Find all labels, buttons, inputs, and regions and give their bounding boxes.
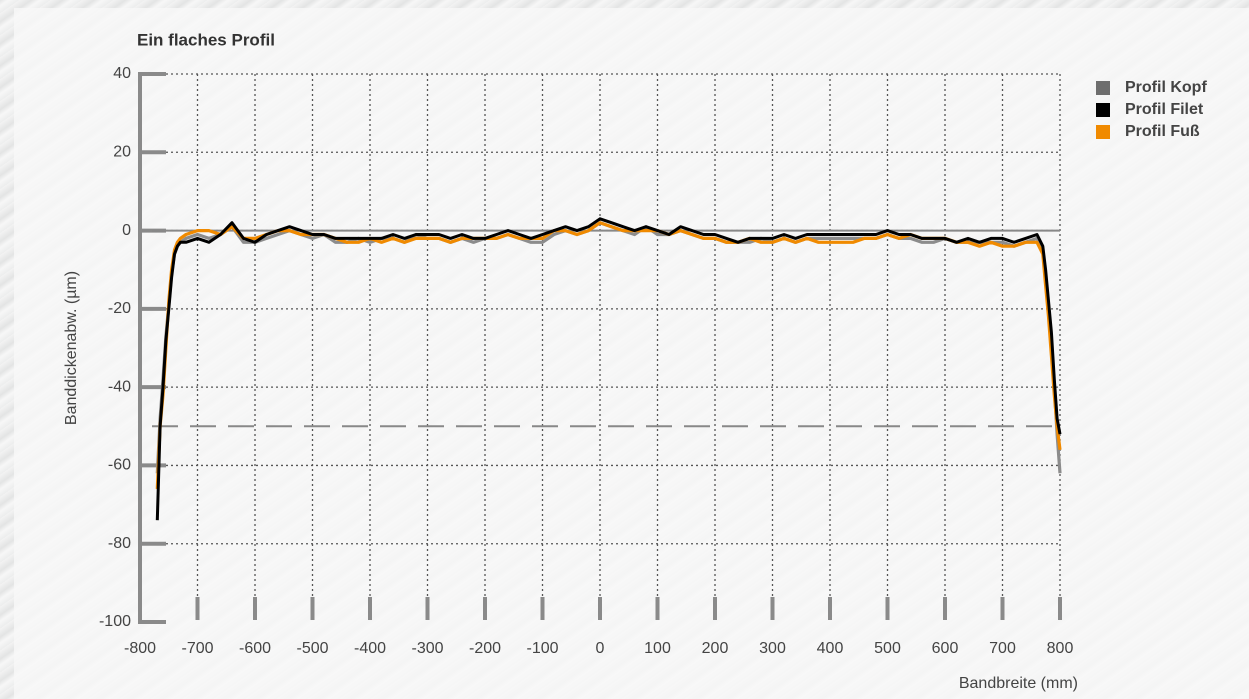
x-tick-label: 100 (644, 640, 671, 657)
line-series (157, 223, 1060, 489)
y-tick-label: 20 (113, 144, 131, 161)
y-tick-label: -20 (108, 300, 131, 317)
y-tick-label: 40 (113, 65, 131, 82)
x-tick-label: 300 (759, 640, 786, 657)
legend-label: Profil Filet (1125, 101, 1204, 118)
line-series (157, 219, 1060, 520)
x-tick-label: 200 (702, 640, 729, 657)
y-tick-label: -80 (108, 535, 131, 552)
x-tick-label: 0 (596, 640, 605, 657)
y-tick-label: -60 (108, 457, 131, 474)
chart-title: Ein flaches Profil (137, 30, 275, 49)
x-tick-label: 500 (874, 640, 901, 657)
y-tick-label: -40 (108, 378, 131, 395)
legend-label: Profil Kopf (1125, 79, 1207, 96)
x-tick-label: -200 (469, 640, 501, 657)
x-tick-label: -600 (239, 640, 271, 657)
legend-swatch (1096, 81, 1110, 95)
legend-swatch (1096, 125, 1110, 139)
x-tick-label: -800 (124, 640, 156, 657)
y-axis-label: Banddickenabw. (µm) (63, 271, 80, 425)
x-tick-label: -700 (181, 640, 213, 657)
x-tick-label: -100 (526, 640, 558, 657)
chart: Ein flaches Profil Banddickenabw. (µm) B… (0, 0, 1249, 699)
x-tick-label: -400 (354, 640, 386, 657)
x-tick-label: -300 (411, 640, 443, 657)
legend-label: Profil Fuß (1125, 123, 1200, 140)
line-series (157, 223, 1060, 474)
legend-swatch (1096, 103, 1110, 117)
x-tick-label: 800 (1047, 640, 1074, 657)
x-tick-label: 600 (932, 640, 959, 657)
x-tick-label: 400 (817, 640, 844, 657)
x-axis-label: Bandbreite (mm) (959, 675, 1078, 692)
x-tick-label: 700 (989, 640, 1016, 657)
background: Ein flaches Profil Banddickenabw. (µm) B… (0, 0, 1249, 699)
y-tick-label: -100 (99, 613, 131, 630)
y-tick-label: 0 (122, 222, 131, 239)
x-tick-label: -500 (296, 640, 328, 657)
